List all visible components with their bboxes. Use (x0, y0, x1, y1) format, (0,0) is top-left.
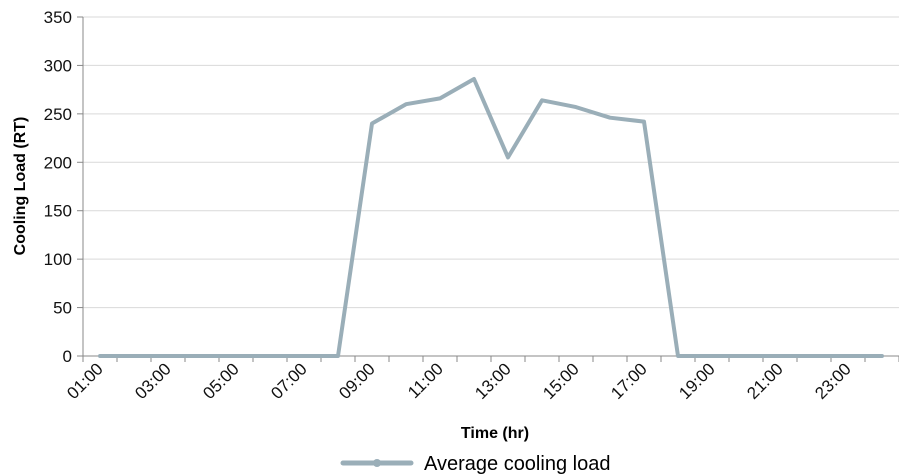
legend: Average cooling load (340, 453, 610, 475)
x-tick-label: 07:00 (267, 359, 311, 403)
x-tick-label: 17:00 (607, 359, 651, 403)
legend-swatch-marker (373, 459, 381, 467)
x-tick-label: 11:00 (404, 359, 447, 402)
series-line (98, 77, 884, 358)
y-tick-label: 300 (44, 56, 72, 75)
x-tick-label: 15:00 (539, 359, 583, 403)
x-axis-title: Time (hr) (461, 425, 529, 442)
x-axis-ticks: 01:00 03:00 05:00 07:00 09:00 11:00 13:00 15:00… (63, 355, 899, 403)
y-tick-label: 150 (44, 202, 72, 221)
y-tick-label: 350 (44, 8, 72, 27)
y-tick-label: 200 (44, 153, 72, 172)
y-tick-label: 100 (44, 250, 72, 269)
y-axis-ticks: 0 50 100 150 200 250 300 350 (44, 8, 83, 366)
x-tick-label: 19:00 (675, 359, 719, 403)
x-tick-label: 09:00 (335, 359, 379, 403)
gridlines (82, 16, 899, 357)
x-tick-label: 23:00 (811, 359, 855, 403)
x-tick-label: 05:00 (199, 359, 243, 403)
series-layer (98, 77, 884, 358)
y-axis-title: Cooling Load (RT) (12, 117, 29, 256)
y-tick-label: 0 (63, 347, 72, 366)
x-tick-label: 03:00 (131, 359, 175, 403)
x-tick-label: 13:00 (471, 359, 515, 403)
x-tick-label: 21:00 (743, 359, 787, 403)
legend-label: Average cooling load (424, 453, 610, 475)
y-tick-label: 50 (53, 299, 72, 318)
y-tick-label: 250 (44, 105, 72, 124)
